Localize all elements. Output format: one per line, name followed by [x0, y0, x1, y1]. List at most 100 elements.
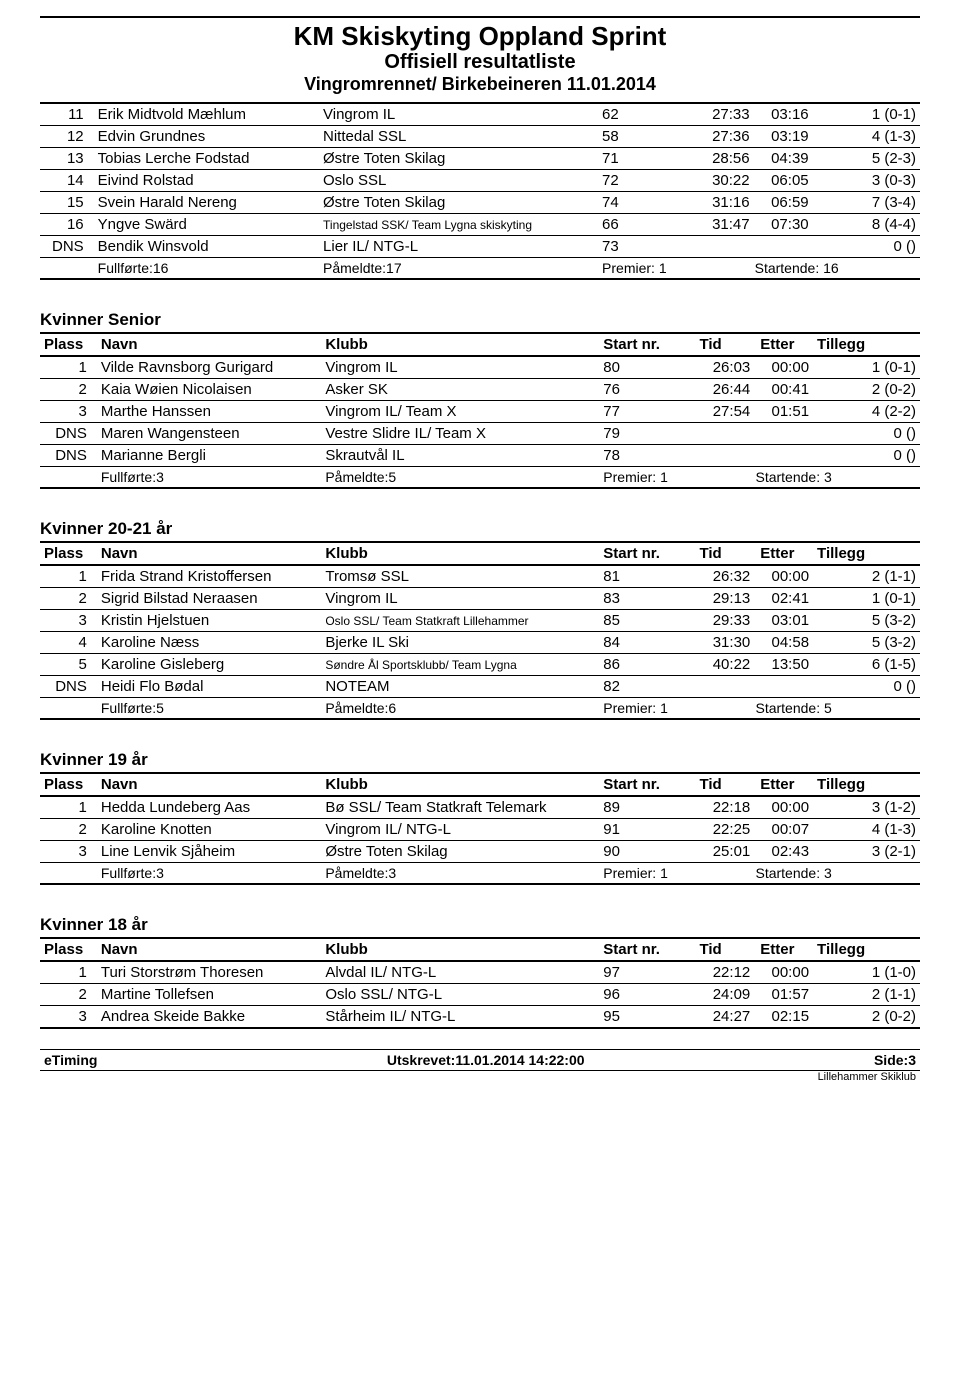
- header: KM Skiskyting Oppland Sprint Offisiell r…: [40, 22, 920, 96]
- column-header: Plass: [40, 938, 97, 961]
- cell-tillegg: 0 (): [813, 444, 920, 466]
- cell-etter: 02:41: [754, 587, 813, 609]
- cell-start: 84: [599, 631, 695, 653]
- summary-startende: Startende: 3: [695, 466, 920, 488]
- table-row: 16Yngve SwärdTingelstad SSK/ Team Lygna …: [40, 213, 920, 235]
- column-header: Klubb: [321, 542, 599, 565]
- column-header: Navn: [97, 773, 321, 796]
- cell-tillegg: 5 (3-2): [813, 631, 920, 653]
- column-header: Klubb: [321, 333, 599, 356]
- cell-navn: Eivind Rolstad: [94, 169, 319, 191]
- cell-tid: 26:03: [695, 356, 754, 379]
- cell-tid: 26:32: [695, 565, 754, 588]
- cell-start: 78: [599, 444, 695, 466]
- cell-tillegg: 4 (1-3): [813, 818, 920, 840]
- cell-etter: 06:05: [754, 169, 813, 191]
- table-row: 1Hedda Lundeberg AasBø SSL/ Team Statkra…: [40, 796, 920, 819]
- column-header: Tillegg: [813, 938, 920, 961]
- cell-tid: 29:13: [695, 587, 754, 609]
- summary-fullforte: Fullførte:5: [97, 697, 321, 719]
- title-main: KM Skiskyting Oppland Sprint: [40, 22, 920, 51]
- cell-klubb: Stårheim IL/ NTG-L: [321, 1005, 599, 1028]
- cell-etter: 03:19: [754, 125, 813, 147]
- column-header: Start nr.: [599, 333, 695, 356]
- cell-navn: Martine Tollefsen: [97, 983, 321, 1005]
- cell-etter: 00:00: [754, 796, 813, 819]
- cell-plass: 1: [40, 565, 97, 588]
- cell-tillegg: 5 (2-3): [813, 147, 920, 169]
- cell-start: 58: [598, 125, 695, 147]
- table-row: 4Karoline NæssBjerke IL Ski8431:3004:585…: [40, 631, 920, 653]
- cell-klubb: Nittedal SSL: [319, 125, 598, 147]
- cell-tillegg: 1 (0-1): [813, 104, 920, 126]
- cell-etter: 03:01: [754, 609, 813, 631]
- column-header: Plass: [40, 773, 97, 796]
- table-row: 12Edvin GrundnesNittedal SSL5827:3603:19…: [40, 125, 920, 147]
- cell-start: 76: [599, 378, 695, 400]
- summary-pameldte: Påmeldte:5: [321, 466, 599, 488]
- cell-tillegg: 8 (4-4): [813, 213, 920, 235]
- cell-navn: Marianne Bergli: [97, 444, 321, 466]
- cell-navn: Heidi Flo Bødal: [97, 675, 321, 697]
- cell-etter: 00:00: [754, 565, 813, 588]
- table-row: DNSMarianne BergliSkrautvål IL780 (): [40, 444, 920, 466]
- table-row: DNSBendik WinsvoldLier IL/ NTG-L730 (): [40, 235, 920, 257]
- cell-navn: Bendik Winsvold: [94, 235, 319, 257]
- cell-tid: 28:56: [695, 147, 754, 169]
- cell-klubb: Vestre Slidre IL/ Team X: [321, 422, 599, 444]
- cell-etter: 02:43: [754, 840, 813, 862]
- cell-plass: 1: [40, 356, 97, 379]
- column-header: Tid: [695, 542, 754, 565]
- section-title: Kvinner Senior: [40, 310, 920, 330]
- cell-plass: DNS: [40, 675, 97, 697]
- cell-navn: Yngve Swärd: [94, 213, 319, 235]
- cell-plass: 3: [40, 609, 97, 631]
- results-table: PlassNavnKlubbStart nr.TidEtterTillegg1H…: [40, 772, 920, 885]
- cell-tillegg: 4 (1-3): [813, 125, 920, 147]
- cell-tillegg: 2 (1-1): [813, 565, 920, 588]
- cell-klubb: Vingrom IL/ Team X: [321, 400, 599, 422]
- cell-tid: 24:09: [695, 983, 754, 1005]
- section-title: Kvinner 20-21 år: [40, 519, 920, 539]
- cell-tillegg: 1 (0-1): [813, 356, 920, 379]
- cell-start: 95: [599, 1005, 695, 1028]
- cell-tillegg: 7 (3-4): [813, 191, 920, 213]
- cell-klubb: Bø SSL/ Team Statkraft Telemark: [321, 796, 599, 819]
- results-table: 11Erik Midtvold MæhlumVingrom IL6227:330…: [40, 102, 920, 280]
- table-row: DNSHeidi Flo BødalNOTEAM820 (): [40, 675, 920, 697]
- footer: eTiming Utskrevet:11.01.2014 14:22:00 Si…: [40, 1049, 920, 1071]
- cell-etter: [754, 675, 813, 697]
- cell-tillegg: 3 (1-2): [813, 796, 920, 819]
- column-header: Start nr.: [599, 938, 695, 961]
- cell-tid: 22:18: [695, 796, 754, 819]
- summary-row: Fullførte:5Påmeldte:6Premier: 1Startende…: [40, 697, 920, 719]
- summary-premier: Premier: 1: [599, 862, 695, 884]
- cell-etter: 01:51: [754, 400, 813, 422]
- cell-navn: Turi Storstrøm Thoresen: [97, 961, 321, 984]
- cell-tid: 31:47: [695, 213, 754, 235]
- cell-klubb: Asker SK: [321, 378, 599, 400]
- cell-start: 97: [599, 961, 695, 984]
- cell-tillegg: 2 (1-1): [813, 983, 920, 1005]
- footer-sub: Lillehammer Skiklub: [40, 1071, 920, 1083]
- table-row: 15Svein Harald NerengØstre Toten Skilag7…: [40, 191, 920, 213]
- column-header: Tillegg: [813, 773, 920, 796]
- results-table: PlassNavnKlubbStart nr.TidEtterTillegg1V…: [40, 332, 920, 489]
- result-section: Kvinner 19 årPlassNavnKlubbStart nr.TidE…: [40, 750, 920, 885]
- cell-start: 80: [599, 356, 695, 379]
- cell-etter: 00:07: [754, 818, 813, 840]
- column-header: Tid: [695, 773, 754, 796]
- cell-tid: 24:27: [695, 1005, 754, 1028]
- cell-tillegg: 0 (): [813, 675, 920, 697]
- table-row: 3Andrea Skeide BakkeStårheim IL/ NTG-L95…: [40, 1005, 920, 1028]
- cell-etter: 04:58: [754, 631, 813, 653]
- cell-tid: 27:33: [695, 104, 754, 126]
- result-section: Kvinner 20-21 årPlassNavnKlubbStart nr.T…: [40, 519, 920, 720]
- cell-etter: 00:00: [754, 356, 813, 379]
- cell-start: 77: [599, 400, 695, 422]
- table-row: 3Kristin HjelstuenOslo SSL/ Team Statkra…: [40, 609, 920, 631]
- column-header: Etter: [754, 333, 813, 356]
- cell-tid: 27:36: [695, 125, 754, 147]
- cell-tillegg: 2 (0-2): [813, 1005, 920, 1028]
- cell-navn: Andrea Skeide Bakke: [97, 1005, 321, 1028]
